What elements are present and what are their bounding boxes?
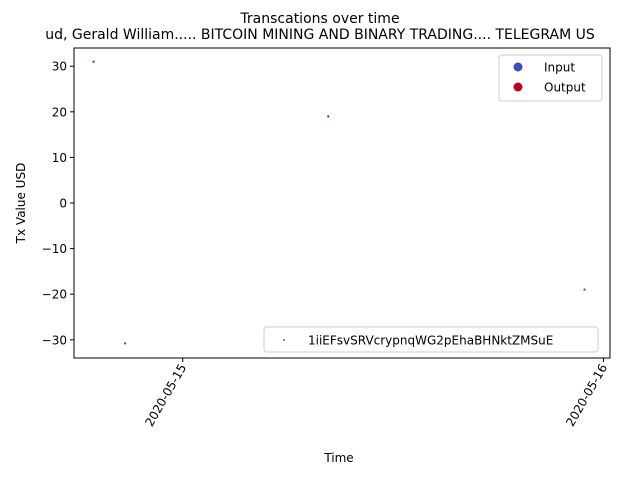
x-axis: 2020-05-15 2020-05-16 <box>142 358 610 429</box>
y-axis: 30 20 10 0 −10 −20 −30 <box>42 60 74 347</box>
legend-input-label: Input <box>544 61 575 75</box>
y-tick-label: −10 <box>42 242 67 256</box>
y-tick-label: −20 <box>42 288 67 302</box>
data-point-input <box>124 342 127 345</box>
x-tick-label: 2020-05-16 <box>563 362 610 429</box>
data-point-input <box>583 288 586 291</box>
legend-input-marker <box>513 62 523 72</box>
chart-title: Transcations over time <box>239 11 399 27</box>
data-points <box>92 60 586 345</box>
data-point-output <box>327 115 330 118</box>
chart-subtitle: ud, Gerald William..... BITCOIN MINING A… <box>45 27 595 43</box>
legend-output-label: Output <box>544 81 586 95</box>
legend-series-marker <box>283 339 285 341</box>
legend-colors: Input Output <box>498 54 603 102</box>
x-tick-label: 2020-05-15 <box>142 362 189 429</box>
x-axis-label: Time <box>323 451 353 465</box>
legend-series-label: 1iiEFsvSRVcrypnqWG2pEhaBHNktZMSuE <box>308 334 553 348</box>
y-tick-label: 20 <box>52 105 67 119</box>
y-tick-label: 10 <box>52 151 67 165</box>
y-axis-label: Tx Value USD <box>14 163 28 245</box>
legend-colors-box <box>498 54 603 102</box>
y-tick-label: 0 <box>59 197 67 211</box>
y-tick-label: −30 <box>42 333 67 347</box>
legend-series-box <box>263 326 599 353</box>
data-point-output <box>92 60 95 63</box>
legend-output-marker <box>513 82 523 92</box>
y-tick-label: 30 <box>52 60 67 74</box>
legend-series: 1iiEFsvSRVcrypnqWG2pEhaBHNktZMSuE <box>263 326 599 353</box>
